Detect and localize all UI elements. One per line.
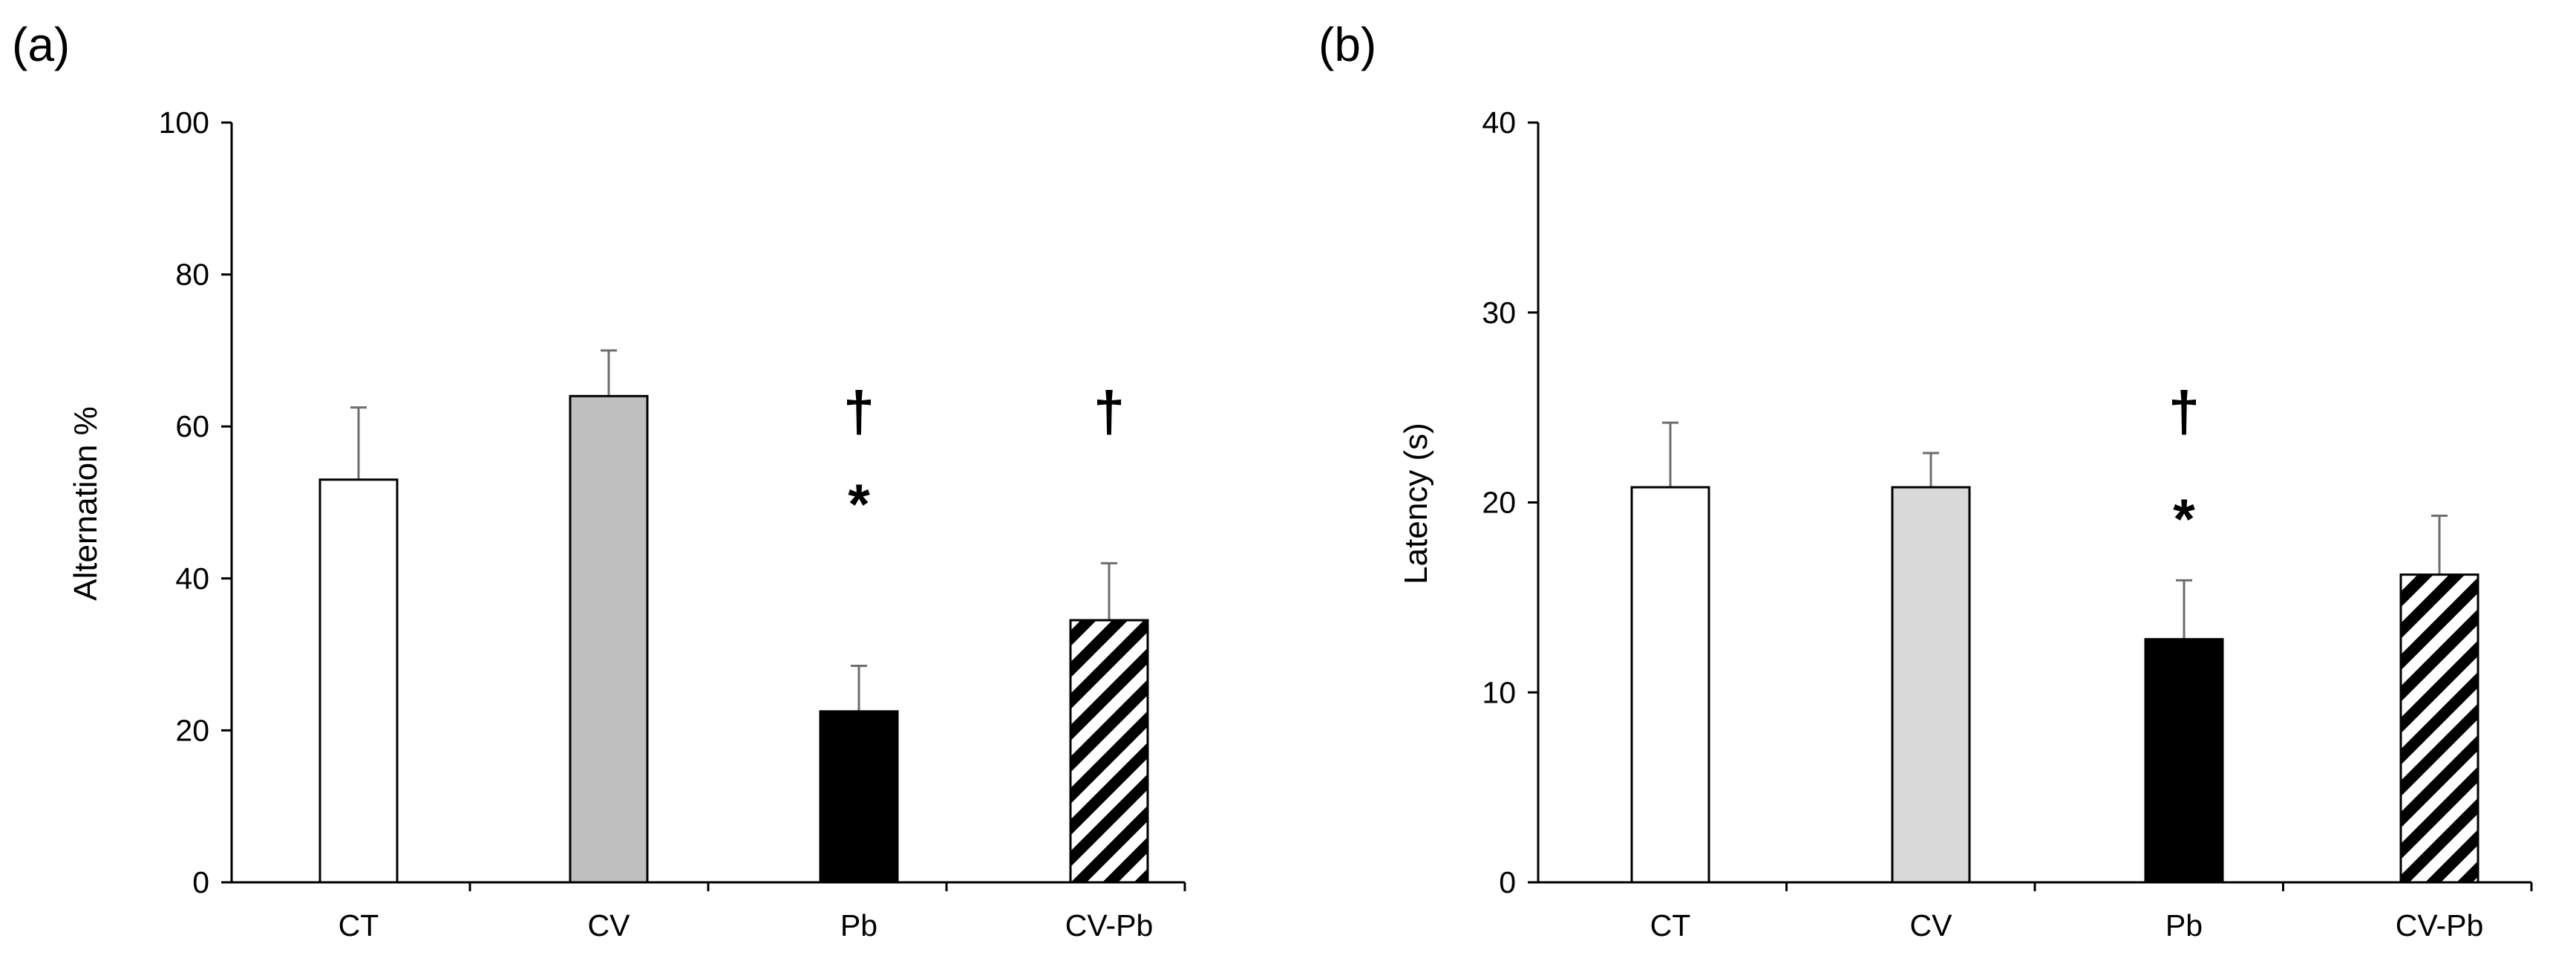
bar-cv xyxy=(569,394,649,884)
y-tick-label: 100 xyxy=(159,105,209,140)
y-tick-label: 0 xyxy=(192,865,209,899)
bar-cv xyxy=(1891,486,1971,884)
y-tick-label: 40 xyxy=(175,561,209,596)
panel-b: (b) Latency (s) 0 10 20 30 40 CT CV Pb CV-Pb † * xyxy=(1318,18,2533,942)
panel-label-a: (a) xyxy=(12,18,70,71)
x-tick-label: CV-Pb xyxy=(1065,908,1154,942)
x-tick-label: Pb xyxy=(2165,908,2203,942)
y-axis-title-b: Latency (s) xyxy=(1398,423,1434,585)
bar-pb xyxy=(819,710,899,884)
significance-dagger: † xyxy=(843,380,875,443)
x-tick-label: CT xyxy=(1650,908,1691,942)
significance-dagger: † xyxy=(1094,380,1125,443)
bar-cv-pb xyxy=(1069,619,1149,884)
plot-area-a: 0 20 40 60 80 100 CT CV Pb CV-Pb † * † xyxy=(159,105,1186,942)
panel-label-b: (b) xyxy=(1318,18,1376,71)
significance-star: * xyxy=(2173,488,2195,551)
x-tick-label: CV-Pb xyxy=(2396,908,2484,942)
bar-ct xyxy=(318,478,399,884)
x-tick-label: Pb xyxy=(840,908,877,942)
y-tick-label: 20 xyxy=(1482,486,1516,520)
y-tick-label: 60 xyxy=(175,409,209,443)
plot-area-b: 0 10 20 30 40 CT CV Pb CV-Pb † * xyxy=(1482,105,2533,942)
x-tick-label: CV xyxy=(588,908,631,942)
bar-pb xyxy=(2144,638,2224,884)
significance-dagger: † xyxy=(2168,380,2200,443)
significance-star: * xyxy=(848,473,870,536)
y-axis-title-a: Alternation % xyxy=(68,406,104,601)
y-tick-label: 30 xyxy=(1482,296,1516,330)
y-tick-label: 20 xyxy=(175,713,209,747)
x-tick-label: CT xyxy=(339,908,379,942)
y-tick-label: 0 xyxy=(1499,865,1516,899)
y-tick-label: 80 xyxy=(175,258,209,292)
bar-ct xyxy=(1630,486,1710,884)
bar-cv-pb xyxy=(2399,573,2479,884)
y-tick-label: 40 xyxy=(1482,105,1516,140)
x-tick-label: CV xyxy=(1910,908,1953,942)
y-tick-label: 10 xyxy=(1482,675,1516,709)
panel-a: (a) Alternation % 0 20 40 60 80 100 CT CV Pb CV-P… xyxy=(12,18,1186,942)
